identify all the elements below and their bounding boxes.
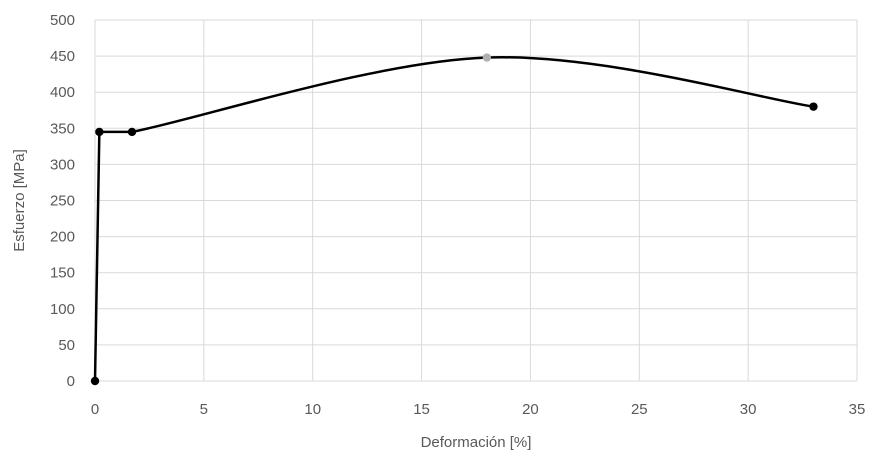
- y-tick-label: 400: [50, 84, 75, 101]
- data-point: [95, 127, 104, 137]
- x-axis-title: Deformación [%]: [421, 434, 532, 451]
- x-tick-label: 30: [740, 401, 757, 418]
- series-markers: [90, 53, 818, 386]
- x-tick-label: 35: [849, 401, 866, 418]
- y-tick-label: 350: [50, 120, 75, 137]
- y-axis-title: Esfuerzo [MPa]: [11, 149, 28, 252]
- x-tick-label: 5: [200, 401, 208, 418]
- y-tick-label: 50: [58, 337, 75, 354]
- y-tick-label: 250: [50, 193, 75, 210]
- y-tick-label: 450: [50, 48, 75, 65]
- data-point: [482, 53, 492, 62]
- data-point: [809, 102, 818, 111]
- data-point: [90, 376, 100, 386]
- x-tick-label: 10: [304, 401, 321, 418]
- y-tick-label: 300: [50, 156, 75, 173]
- y-tick-label: 0: [67, 373, 75, 390]
- y-tick-label: 100: [50, 301, 75, 318]
- x-tick-label: 25: [631, 401, 648, 418]
- x-tick-label: 15: [413, 401, 430, 418]
- y-tick-label: 200: [50, 229, 75, 246]
- x-tick-label: 20: [522, 401, 539, 418]
- grid: [94, 19, 858, 382]
- y-tick-label: 150: [50, 265, 75, 282]
- x-tick-label: 0: [91, 401, 99, 418]
- x-tick-labels: 0 5 10 15 20 25 30 35: [91, 401, 866, 418]
- data-point: [127, 127, 137, 137]
- series-line: [93, 56, 814, 382]
- y-tick-label: 500: [50, 12, 75, 29]
- y-tick-labels: 0 50 100 150 200 250 300 350 400 450 500: [50, 12, 75, 390]
